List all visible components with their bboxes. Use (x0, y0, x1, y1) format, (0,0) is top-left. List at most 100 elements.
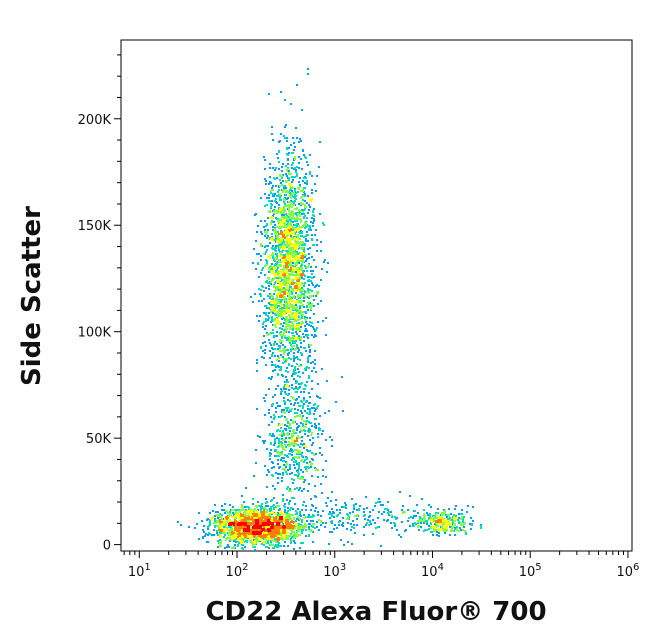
event-dot (289, 409, 291, 411)
event-dot (266, 231, 268, 233)
event-dot (262, 326, 264, 328)
event-dot (305, 509, 307, 511)
event-dot (325, 502, 327, 504)
event-dot (286, 359, 288, 361)
event-dot (444, 512, 446, 514)
event-dot (309, 206, 311, 208)
event-dot (294, 416, 296, 418)
event-dot (275, 314, 277, 316)
event-dot (305, 426, 307, 428)
event-dot (286, 473, 288, 475)
event-dot (329, 511, 331, 513)
event-dot (281, 316, 283, 318)
event-dot (241, 504, 243, 506)
event-dot (302, 333, 304, 335)
event-dot (268, 271, 270, 273)
event-dot (273, 508, 275, 510)
event-dot (326, 505, 328, 507)
event-dot (233, 509, 235, 511)
event-dot (267, 517, 269, 519)
event-dot (311, 370, 313, 372)
event-dot (297, 272, 299, 274)
event-dot (276, 437, 278, 439)
event-dot (271, 254, 273, 256)
event-dot (282, 468, 284, 470)
event-dot (278, 509, 280, 511)
event-dot (289, 301, 291, 303)
event-dot (306, 305, 308, 307)
event-dot (287, 399, 289, 401)
event-dot (228, 515, 230, 517)
event-dot (298, 467, 300, 469)
event-dot (296, 487, 298, 489)
event-dot (436, 531, 438, 533)
event-dot (279, 430, 281, 432)
event-dot (223, 526, 225, 528)
event-dot (217, 511, 219, 513)
event-dot (294, 442, 296, 444)
event-dot (283, 433, 285, 435)
event-dot (277, 477, 279, 479)
event-dot (284, 509, 286, 511)
event-dot (353, 504, 355, 506)
event-dot (253, 248, 255, 250)
event-dot (294, 157, 296, 159)
event-dot (279, 345, 281, 347)
event-dot (308, 514, 310, 516)
event-dot (407, 520, 409, 522)
event-dot (283, 457, 285, 459)
event-dot (281, 444, 283, 446)
event-dot (297, 191, 299, 193)
event-dot (274, 348, 276, 350)
event-dot (309, 396, 311, 398)
event-dot (343, 544, 345, 546)
event-dot (283, 397, 285, 399)
event-dot (269, 181, 271, 183)
event-dot (310, 509, 312, 511)
event-dot (275, 326, 277, 328)
event-dot (297, 469, 299, 471)
event-dot (454, 524, 456, 526)
event-dot (273, 293, 275, 295)
event-dot (321, 433, 323, 435)
event-dot (219, 534, 221, 536)
event-dot (231, 531, 233, 533)
event-dot (289, 185, 291, 187)
event-dot (272, 544, 274, 546)
event-dot (274, 455, 276, 457)
event-dot (296, 263, 298, 265)
event-dot (291, 271, 293, 273)
event-dot (340, 539, 342, 541)
event-dot (291, 190, 293, 192)
event-dot (272, 185, 274, 187)
event-dot (227, 512, 229, 514)
event-dot (274, 488, 276, 490)
event-dot (480, 527, 482, 529)
event-dot (304, 347, 306, 349)
event-dot (294, 542, 296, 544)
event-dot (344, 502, 346, 504)
event-dot (268, 547, 270, 549)
event-dot (272, 512, 274, 514)
event-dot (433, 518, 435, 520)
event-dot (302, 478, 304, 480)
event-dot (428, 528, 430, 530)
event-dot (295, 348, 297, 350)
event-dot (300, 202, 302, 204)
event-dot (288, 210, 290, 212)
event-dot (275, 198, 277, 200)
event-dot (267, 334, 269, 336)
event-dot (302, 271, 304, 273)
event-dot (307, 195, 309, 197)
event-dot (283, 217, 285, 219)
event-dot (336, 527, 338, 529)
event-dot (274, 282, 276, 284)
event-dot (426, 529, 428, 531)
event-dot (459, 527, 461, 529)
event-dot (283, 289, 285, 291)
event-dot (232, 512, 234, 514)
event-dot (308, 204, 310, 206)
event-dot (303, 388, 305, 390)
event-dot (307, 288, 309, 290)
event-dot (284, 503, 286, 505)
